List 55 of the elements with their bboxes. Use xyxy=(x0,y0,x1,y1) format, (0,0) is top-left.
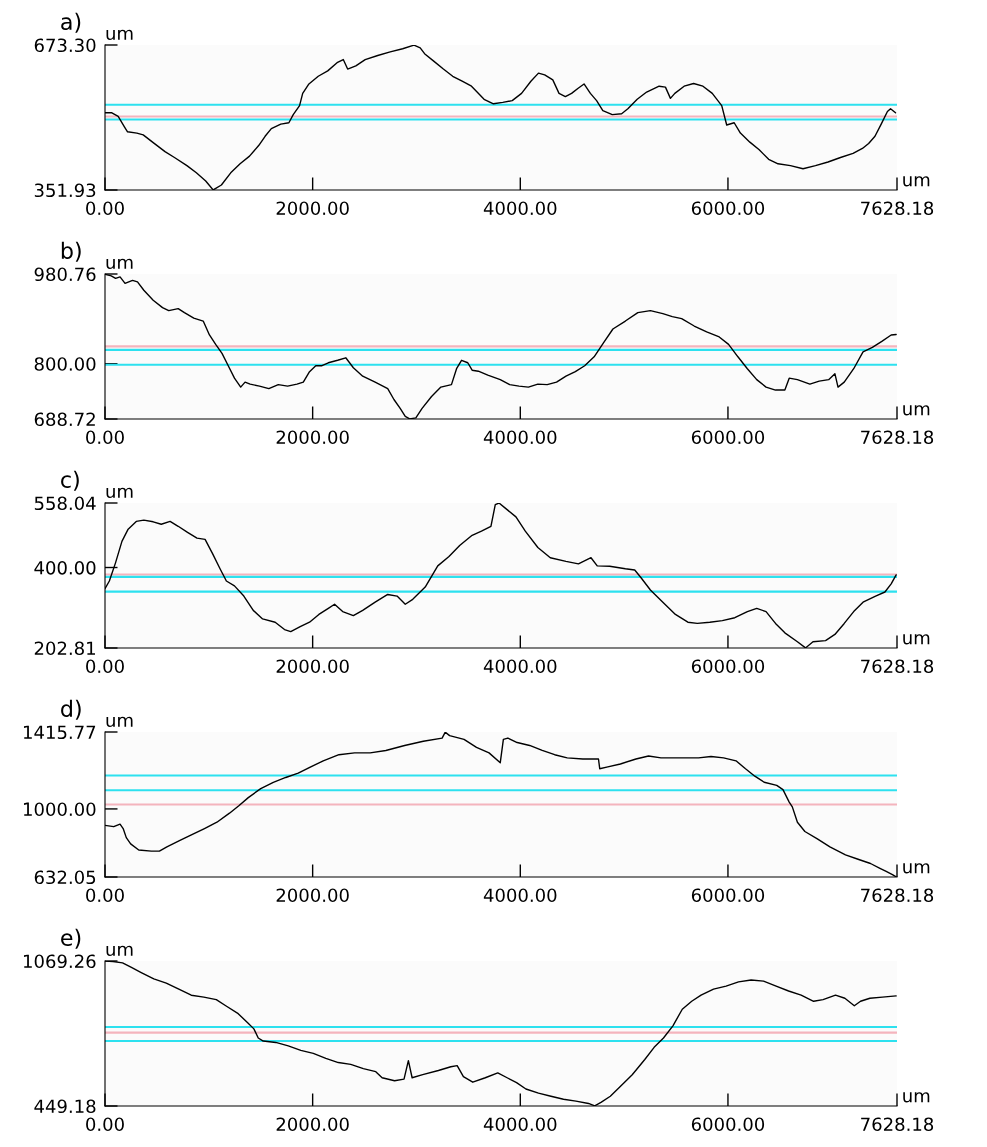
x-tick-label: 4000.00 xyxy=(483,1117,557,1132)
y-tick-label: 1069.26 xyxy=(23,954,96,969)
y-tick-label: 400.00 xyxy=(34,560,96,575)
x-tick-label: 4000.00 xyxy=(483,201,557,216)
y-axis-title: um xyxy=(106,258,133,270)
x-axis-title: um xyxy=(903,1092,930,1103)
x-tick-label: 7628.18 xyxy=(861,430,934,445)
y-tick-label: 1415.77 xyxy=(23,725,96,740)
x-tick-label: 6000.00 xyxy=(691,430,765,445)
x-tick-label: 0.00 xyxy=(86,1117,124,1132)
x-axis-title: um xyxy=(903,634,930,645)
y-tick-label: 688.72 xyxy=(34,412,95,427)
y-tick-label: 980.76 xyxy=(34,267,96,282)
x-tick-label: 7628.18 xyxy=(861,888,934,903)
chart-title: c) xyxy=(61,470,79,491)
y-axis-title: um xyxy=(106,945,133,957)
x-tick-label: 6000.00 xyxy=(691,888,765,903)
x-tick-label: 6000.00 xyxy=(691,201,765,216)
x-tick-label: 2000.00 xyxy=(276,1117,349,1132)
y-tick-label: 800.00 xyxy=(34,357,96,371)
chart-title: e) xyxy=(61,928,81,949)
x-tick-label: 7628.18 xyxy=(861,659,934,674)
x-tick-label: 2000.00 xyxy=(276,430,349,445)
x-tick-label: 6000.00 xyxy=(691,659,765,674)
y-tick-label: 673.30 xyxy=(34,38,96,53)
x-tick-label: 0.00 xyxy=(86,201,124,216)
x-tick-label: 7628.18 xyxy=(861,201,934,216)
x-axis-title: um xyxy=(903,405,930,416)
y-axis-title: um xyxy=(106,29,133,41)
x-tick-label: 0.00 xyxy=(86,888,124,903)
x-tick-label: 0.00 xyxy=(86,430,124,445)
y-tick-label: 351.93 xyxy=(34,183,96,198)
x-tick-label: 4000.00 xyxy=(483,659,557,674)
y-tick-label: 558.04 xyxy=(34,496,96,511)
x-tick-label: 2000.00 xyxy=(276,888,349,903)
x-tick-label: 0.00 xyxy=(86,659,124,674)
x-tick-label: 2000.00 xyxy=(276,659,349,674)
x-tick-label: 7628.18 xyxy=(861,1117,934,1132)
y-tick-label: 202.81 xyxy=(34,641,95,656)
y-axis-title: um xyxy=(106,716,133,728)
x-tick-label: 4000.00 xyxy=(483,430,557,445)
y-axis-title: um xyxy=(106,487,133,499)
chart-title: d) xyxy=(61,699,81,720)
line-series xyxy=(105,45,897,190)
chart-title: a) xyxy=(61,12,81,33)
y-tick-label: 1000.00 xyxy=(23,802,96,817)
x-axis-title: um xyxy=(903,176,930,187)
y-tick-label: 449.18 xyxy=(34,1099,96,1114)
x-tick-label: 4000.00 xyxy=(483,888,557,903)
x-tick-label: 6000.00 xyxy=(691,1117,765,1132)
y-tick-label: 632.05 xyxy=(34,870,96,885)
x-tick-label: 2000.00 xyxy=(276,201,349,216)
chart-title: b) xyxy=(61,241,81,262)
line-series xyxy=(105,503,897,648)
x-axis-title: um xyxy=(903,863,930,874)
